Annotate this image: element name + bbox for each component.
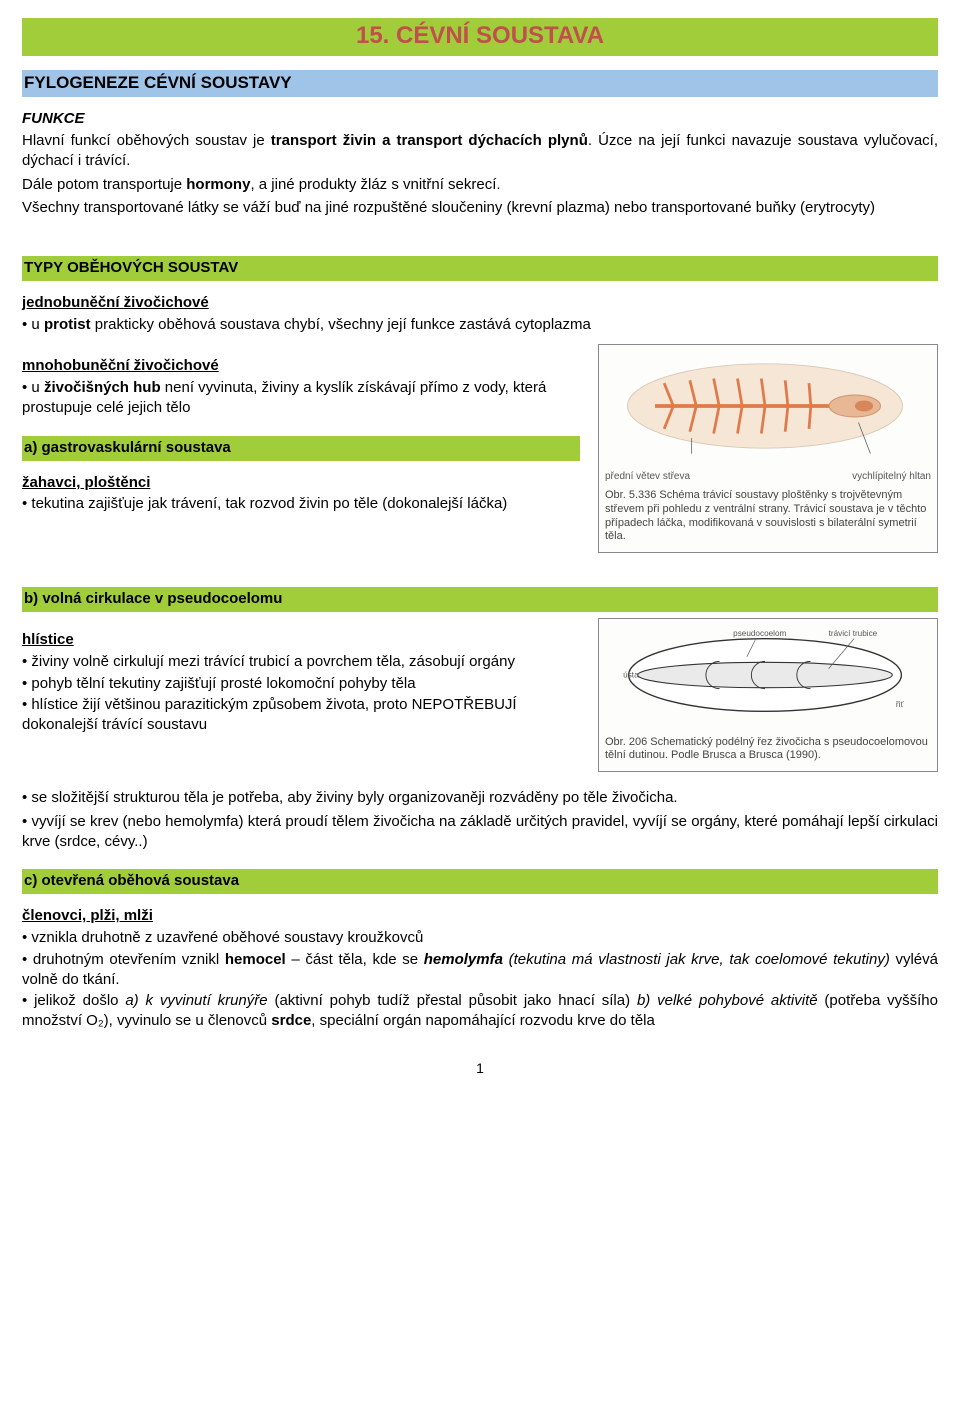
clenovci-head: členovci, plži, mlži (22, 906, 938, 926)
cle-b3g: , speciální orgán napomáhající rozvodu k… (311, 1012, 655, 1029)
mno-b1a: • u (22, 379, 44, 396)
section-gastro-label: a) gastrovaskulární soustava (24, 439, 231, 456)
cle-b3f: srdce (271, 1012, 311, 1029)
cle-b2e: (tekutina má vlastnosti jak krve, tak co… (503, 951, 896, 968)
fig2-label-tt-text: trávicí trubice (829, 629, 878, 638)
page-title: 15. CÉVNÍ SOUSTAVA (356, 22, 604, 49)
funkce-p2a: Dále potom transportuje (22, 176, 186, 193)
jed-b1b: protist (44, 316, 91, 333)
figure-flatworm: přední větev střeva vychlípitelný hltan … (598, 344, 938, 553)
fig2-label-ps-text: pseudocoelom (733, 629, 786, 638)
cle-b2b: hemocel (225, 951, 286, 968)
figure-nematode-box: pseudocoelom trávicí trubice ústa řiť Ob… (598, 618, 938, 772)
cle-b2d: hemolymfa (424, 951, 503, 968)
zahavci-head: žahavci, ploštěnci (22, 473, 580, 493)
figure-nematode: pseudocoelom trávicí trubice ústa řiť Ob… (598, 618, 938, 772)
fig1-label-right: vychlípitelný hltan (852, 470, 931, 483)
sloz-b2: • vyvíjí se krev (nebo hemolymfa) která … (22, 812, 938, 852)
section-phylogeny-label: FYLOGENEZE CÉVNÍ SOUSTAVY (24, 73, 292, 92)
jednobun-head: jednobuněční živočichové (22, 293, 938, 313)
zahavci-b1: • tekutina zajišťuje jak trávení, tak ro… (22, 494, 580, 514)
funkce-p1a: Hlavní funkcí oběhových soustav je (22, 132, 271, 149)
nematode-diagram-icon: pseudocoelom trávicí trubice ústa řiť (605, 625, 925, 725)
funkce-p3: Všechny transportované látky se váží buď… (22, 198, 938, 218)
mnohobun-block: mnohobuněční živočichové • u živočišných… (22, 344, 580, 516)
section-open-heading: c) otevřená oběhová soustava (22, 869, 938, 894)
cle-b1: • vznikla druhotně z uzavřené oběhové so… (22, 928, 938, 948)
fig2-caption: Obr. 206 Schematický podélný řez živočic… (605, 736, 931, 764)
flatworm-diagram-icon (605, 351, 925, 461)
figure-flatworm-labels: přední větev střeva vychlípitelný hltan (605, 470, 931, 483)
cle-b3d: b) velké pohybové aktivitě (637, 992, 818, 1009)
fig1-caption: Obr. 5.336 Schéma trávicí soustavy plošt… (605, 489, 931, 544)
cle-b3: • jelikož došlo a) k vyvinutí krunýře (a… (22, 991, 938, 1031)
funkce-p1: Hlavní funkcí oběhových soustav je trans… (22, 131, 938, 171)
fig1-label-left: přední větev střeva (605, 470, 690, 483)
funkce-p2: Dále potom transportuje hormony, a jiné … (22, 175, 938, 195)
cle-b2a: • druhotným otevřením vznikl (22, 951, 225, 968)
sloz-b1: • se složitější strukturou těla je potře… (22, 788, 938, 808)
jed-b1a: • u (22, 316, 44, 333)
fig2-label-us-text: ústa (623, 671, 639, 680)
section-phylogeny-heading: FYLOGENEZE CÉVNÍ SOUSTAVY (22, 70, 938, 97)
mnohobun-b1: • u živočišných hub není vyvinuta, živin… (22, 378, 580, 418)
mno-b1b: živočišných hub (44, 379, 161, 396)
funkce-p1b: transport živin a transport dýchacích pl… (271, 132, 588, 149)
hli-b3: • hlístice žijí většinou parazitickým zp… (22, 695, 580, 735)
page-number: 1 (22, 1059, 938, 1077)
jednobun-b1: • u protist prakticky oběhová soustava c… (22, 315, 938, 335)
section-gastro-heading: a) gastrovaskulární soustava (22, 436, 580, 461)
section-pseudocoelom-label: b) volná cirkulace v pseudocoelomu (24, 590, 282, 607)
cle-b3a: • jelikož došlo (22, 992, 125, 1009)
hlistice-head: hlístice (22, 630, 580, 650)
section-open-label: c) otevřená oběhová soustava (24, 872, 239, 889)
hli-b1: • živiny volně cirkulují mezi trávící tr… (22, 652, 580, 672)
section-pseudocoelom-heading: b) volná cirkulace v pseudocoelomu (22, 587, 938, 612)
funkce-p2c: , a jiné produkty žláz s vnitřní sekrecí… (250, 176, 500, 193)
section-types-label: TYPY OBĚHOVÝCH SOUSTAV (24, 259, 238, 276)
cle-b3b: a) k vyvinutí krunýře (125, 992, 267, 1009)
fig2-label-rit-text: řiť (896, 700, 905, 709)
hlistice-block: hlístice • živiny volně cirkulují mezi t… (22, 618, 580, 737)
figure-flatworm-box: přední větev střeva vychlípitelný hltan … (598, 344, 938, 553)
hli-b2: • pohyb tělní tekutiny zajišťují prosté … (22, 674, 580, 694)
jed-b1c: prakticky oběhová soustava chybí, všechn… (91, 316, 591, 333)
cle-b2c: – část těla, kde se (286, 951, 424, 968)
cle-b3c: (aktivní pohyb tudíž přestal působit jak… (268, 992, 637, 1009)
mnohobun-head: mnohobuněční živočichové (22, 356, 580, 376)
funkce-head: FUNKCE (22, 109, 938, 129)
cle-b2: • druhotným otevřením vznikl hemocel – č… (22, 950, 938, 990)
page-title-bar: 15. CÉVNÍ SOUSTAVA (22, 18, 938, 56)
section-types-heading: TYPY OBĚHOVÝCH SOUSTAV (22, 256, 938, 281)
funkce-p2b: hormony (186, 176, 250, 193)
